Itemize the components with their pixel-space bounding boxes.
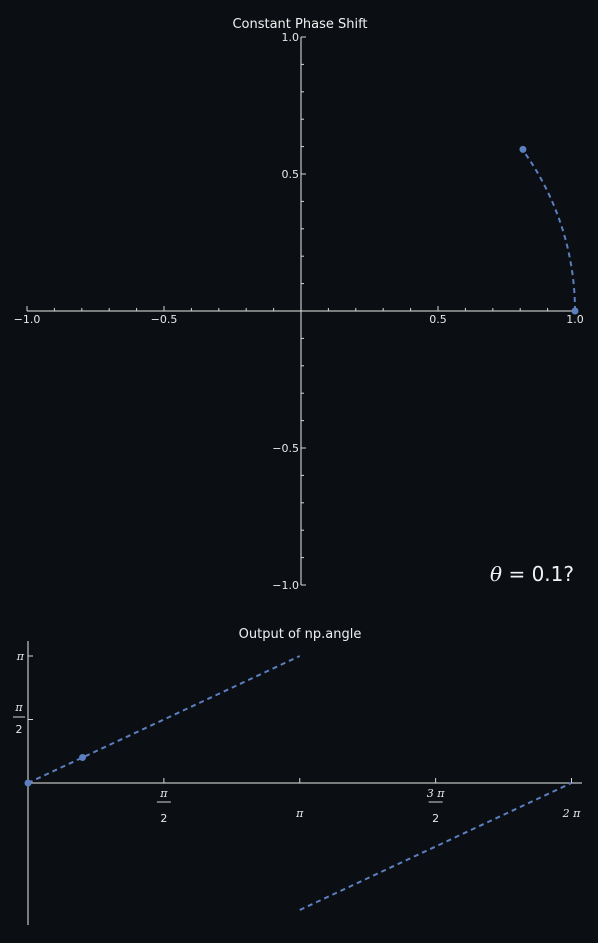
chart2-angle-segment [299, 782, 572, 911]
chart2-y-tick-denominator: 2 [16, 723, 23, 736]
chart2-x-tick-denominator: 2 [160, 812, 167, 825]
chart1-ticks: −1.0 −0.5 0.5 1.0 −1.0 −0.5 0.5 1.0 [14, 31, 584, 592]
chart1-y-tick-label: 1.0 [282, 31, 300, 44]
theta-value: = 0.1? [502, 562, 574, 586]
chart1-y-tick-label: 0.5 [282, 168, 300, 181]
chart1-point [571, 307, 579, 315]
chart1-phase-arc [521, 148, 576, 312]
chart-np-angle: Output of np.angle π 2 π 3 π 2 2 π π 2 π [13, 627, 582, 925]
chart-constant-phase-shift: Constant Phase Shift −1.0 −0.5 0.5 1.0−1.0−… [14, 17, 584, 592]
chart2-y-tick-label: π [16, 650, 25, 663]
chart2-axes [27, 641, 582, 925]
chart1-point [519, 145, 527, 153]
chart2-title: Output of np.angle [239, 627, 362, 642]
chart1-series [519, 145, 579, 315]
chart1-x-tick-label: −0.5 [151, 313, 178, 326]
chart1-axes [27, 37, 575, 585]
theta-annotation: θ = 0.1? [490, 562, 574, 586]
chart2-x-tick-label: 2 π [562, 807, 581, 820]
chart2-point [24, 779, 32, 787]
chart2-x-tick-numerator: 3 π [427, 787, 445, 800]
chart1-title: Constant Phase Shift [232, 17, 367, 32]
chart1-x-tick-label: 1.0 [566, 313, 584, 326]
chart2-x-tick-numerator: π [159, 787, 168, 800]
chart1-y-tick-label: −1.0 [272, 579, 299, 592]
chart1-y-tick-label: −0.5 [272, 442, 299, 455]
chart2-y-tick-numerator: π [14, 701, 23, 714]
chart1-x-tick-label: 0.5 [429, 313, 447, 326]
chart1-x-tick-label: −1.0 [14, 313, 41, 326]
chart2-series [24, 655, 572, 911]
theta-symbol: θ [490, 562, 502, 586]
chart2-x-tick-label: π [295, 807, 304, 820]
chart2-point [78, 754, 86, 762]
chart2-angle-segment [27, 655, 301, 784]
chart2-x-tick-denominator: 2 [432, 812, 439, 825]
chart2-ticks: π 2 π 3 π 2 2 π π 2 π [13, 650, 581, 825]
